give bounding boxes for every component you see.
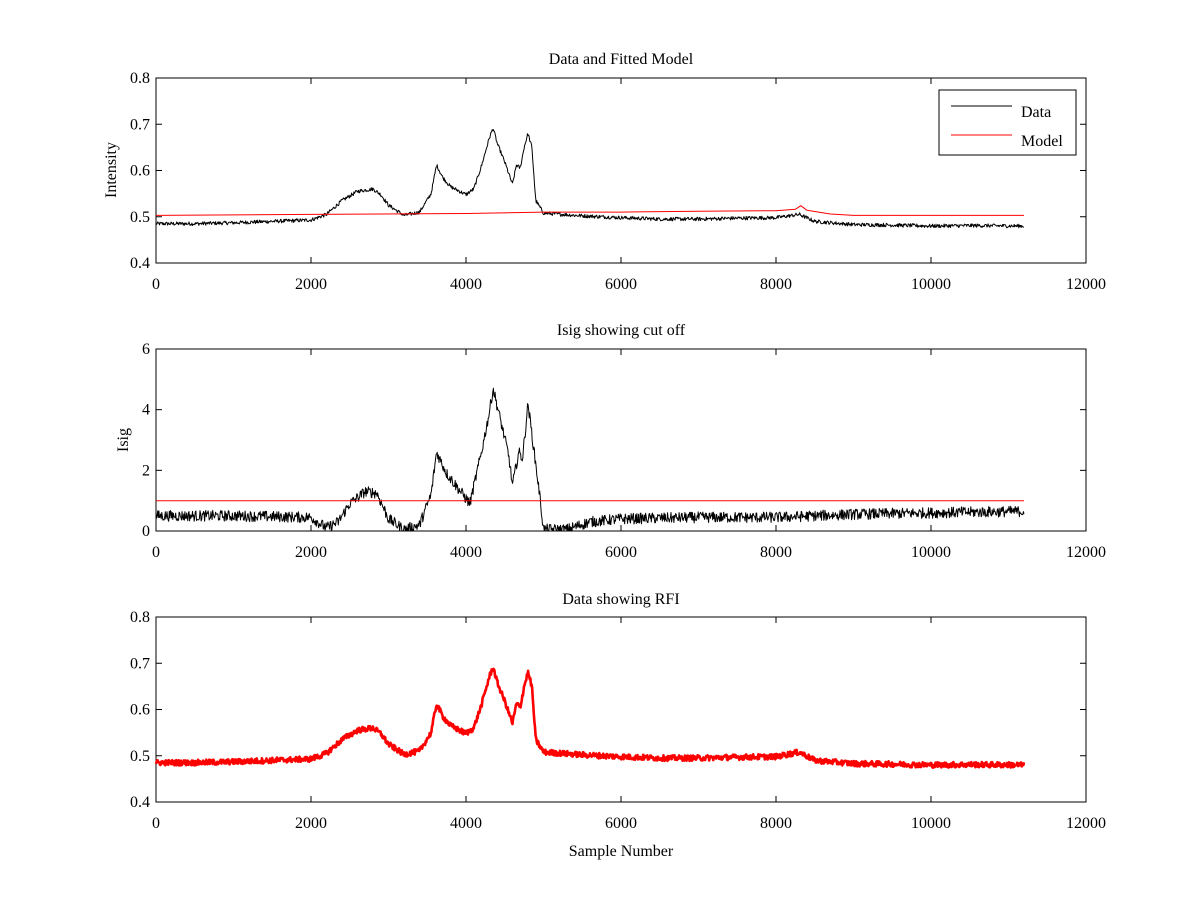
panel-3-x-tick-label: 2000 <box>295 815 327 832</box>
panel-1-x-tick-label: 12000 <box>1066 276 1106 293</box>
panel-2-y-tick-label: 0 <box>142 523 150 540</box>
panel-2-x-tick-label: 0 <box>152 544 160 561</box>
panel-1-x-tick-label: 8000 <box>760 276 792 293</box>
panel-1-y-tick-label: 0.6 <box>130 163 150 180</box>
panel-1-y-tick-label: 0.4 <box>130 255 150 272</box>
panel-2-y-axis-label: Isig <box>115 428 132 452</box>
panel-1-y-tick-label: 0.7 <box>130 116 150 133</box>
panel-2-y-tick-label: 2 <box>142 462 150 479</box>
panel-3-x-tick-label: 12000 <box>1066 815 1106 832</box>
legend-label-data: Data <box>1021 104 1051 121</box>
panel-3-title: Data showing RFI <box>562 591 679 608</box>
panel-2: Isig showing cut off Isig 0 2000 4000 6000 8… <box>115 322 1106 561</box>
panel-2-x-tick-label: 4000 <box>450 544 482 561</box>
panel-3-series <box>154 667 1026 769</box>
panel-1-series <box>155 129 1025 229</box>
panel-3-y-tick-label: 0.6 <box>130 702 150 719</box>
panel-2-y-tick-label: 4 <box>142 402 150 419</box>
panel-2-x-tick-label: 12000 <box>1066 544 1106 561</box>
panel-1-plot-area <box>155 77 1087 264</box>
legend-label-model: Model <box>1021 133 1063 150</box>
panel-2-x-tick-label: 10000 <box>911 544 951 561</box>
panel-3-plot-area <box>155 616 1087 803</box>
panel-1-y-tick-label: 0.8 <box>130 70 150 87</box>
panel-2-ticks: 0 2000 4000 6000 8000 10000 12000 0 2 4 6 <box>142 341 1106 561</box>
legend-box <box>938 89 1077 156</box>
panel-3-x-tick-label: 0 <box>152 815 160 832</box>
panel-1-legend: Data Model <box>938 89 1077 156</box>
panel-1-y-axis-label: Intensity <box>103 142 120 198</box>
panel-2-y-tick-label: 6 <box>142 341 150 358</box>
panel-3-x-tick-label: 4000 <box>450 815 482 832</box>
panel-3-y-tick-label: 0.7 <box>130 655 150 672</box>
panel-2-x-tick-label: 2000 <box>295 544 327 561</box>
panel-3-x-tick-label: 6000 <box>605 815 637 832</box>
panel-2-x-tick-label: 8000 <box>760 544 792 561</box>
panel-1-x-tick-label: 0 <box>152 276 160 293</box>
panel-2-series <box>155 387 1025 532</box>
panel-2-series-line-1 <box>155 387 1025 532</box>
panel-1-series-data <box>155 129 1025 229</box>
panel-1-x-tick-label: 10000 <box>911 276 951 293</box>
panel-1-series-model <box>155 205 1024 216</box>
panel-2-x-tick-label: 6000 <box>605 544 637 561</box>
panel-2-title: Isig showing cut off <box>557 322 686 339</box>
panel-3-x-axis-label: Sample Number <box>569 843 674 860</box>
panel-3-y-tick-label: 0.4 <box>130 794 150 811</box>
panel-1: Data and Fitted Model Intensity 0 2000 400… <box>103 51 1106 293</box>
panel-1-x-tick-label: 2000 <box>295 276 327 293</box>
panel-3-ticks: 0 2000 4000 6000 8000 10000 12000 0.4 0.5 0.6 0.7 0… <box>130 609 1106 832</box>
panel-3-x-tick-label: 8000 <box>760 815 792 832</box>
panel-3-y-tick-label: 0.8 <box>130 609 150 626</box>
panel-1-title: Data and Fitted Model <box>549 51 694 68</box>
panel-3-x-tick-label: 10000 <box>911 815 951 832</box>
panel-1-x-tick-label: 6000 <box>605 276 637 293</box>
panel-1-ticks: 0 2000 4000 6000 8000 10000 12000 0.4 0.5 0.6 0.7 0… <box>130 70 1106 293</box>
panel-3-series-line-1 <box>154 667 1026 769</box>
panel-1-y-tick-label: 0.5 <box>130 209 150 226</box>
panel-2-plot-area <box>155 348 1087 532</box>
panel-1-x-tick-label: 4000 <box>450 276 482 293</box>
panel-3-y-tick-label: 0.5 <box>130 748 150 765</box>
panel-3: Data showing RFI Sample Number 0 2000 4000… <box>130 591 1106 860</box>
